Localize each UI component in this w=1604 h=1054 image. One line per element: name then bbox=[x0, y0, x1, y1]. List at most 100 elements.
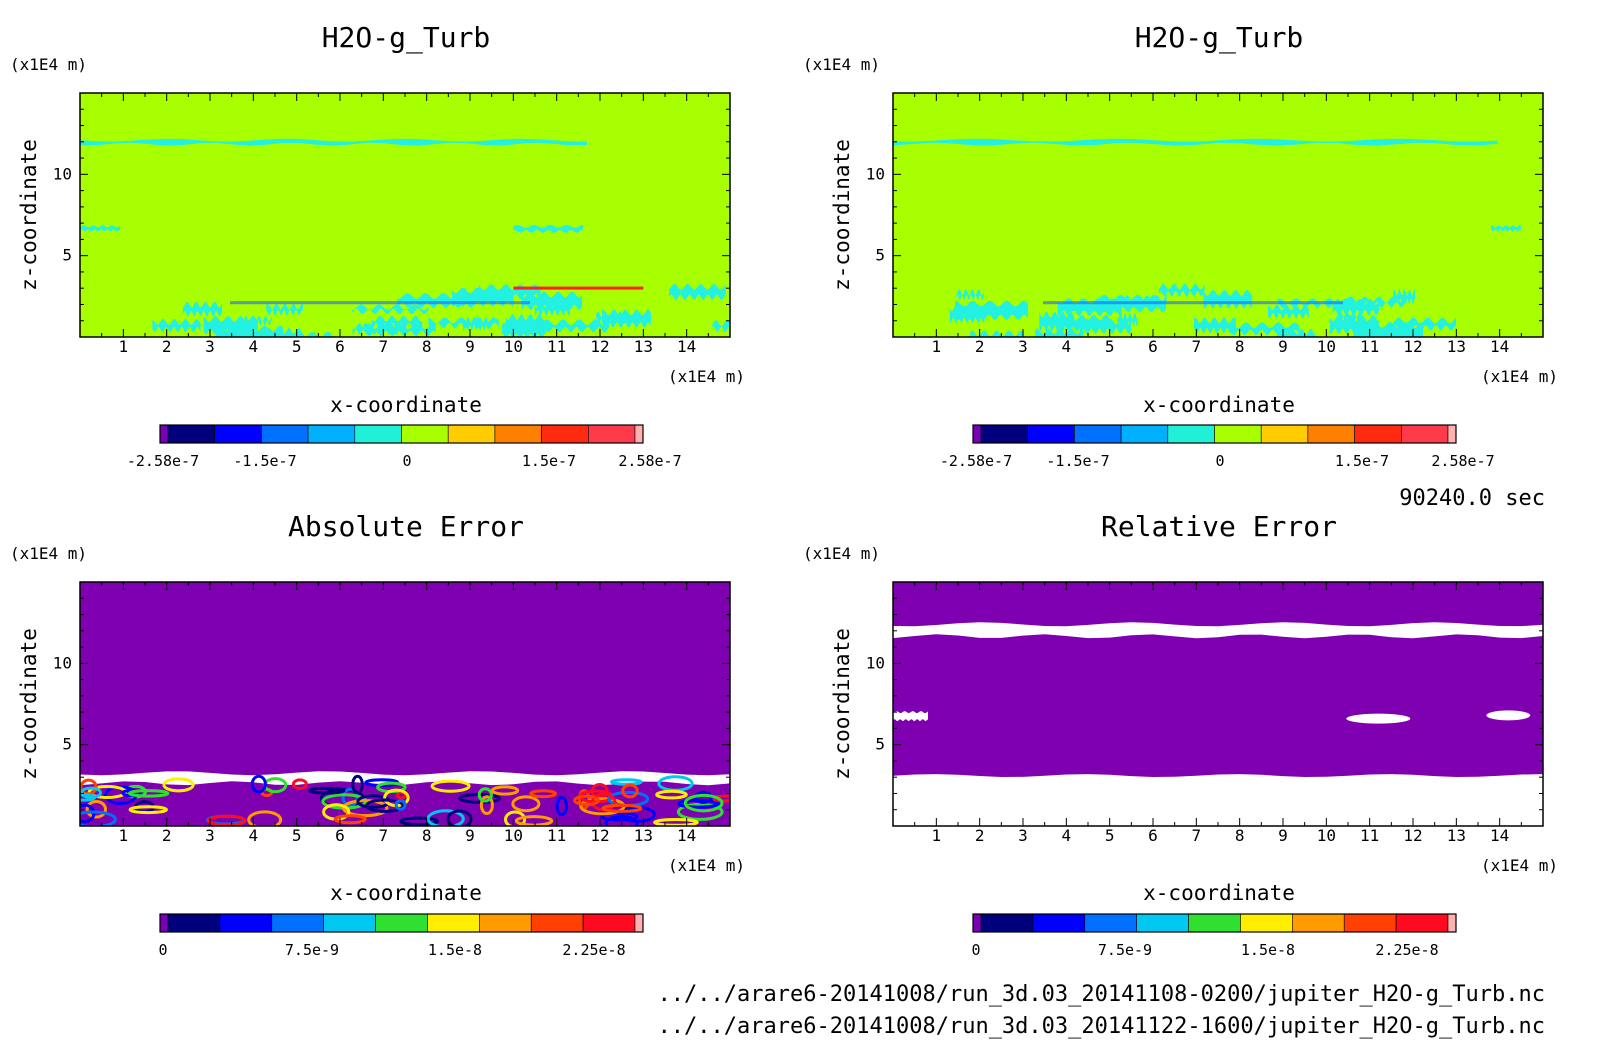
error-contour bbox=[291, 778, 308, 790]
x-tick-label: 3 bbox=[1018, 826, 1028, 845]
x-tick-label: 8 bbox=[1235, 337, 1245, 356]
turbulent-eddy bbox=[1194, 317, 1236, 334]
x-tick-label: 14 bbox=[1490, 337, 1509, 356]
heatmap-field bbox=[893, 582, 1543, 826]
colorbar-label: 2.25e-8 bbox=[562, 941, 625, 959]
colorbar-segment bbox=[1401, 424, 1449, 444]
turbulent-eddy bbox=[1117, 313, 1138, 327]
z-unit-label: (x1E4 m) bbox=[10, 55, 87, 74]
colorbar-label: -2.58e-7 bbox=[127, 452, 199, 470]
colorbar-segment bbox=[479, 913, 532, 933]
colorbar-segment bbox=[1136, 913, 1189, 933]
masked-strip bbox=[80, 771, 730, 786]
file-path-1: ../../arare6-20141008/run_3d.03_20141108… bbox=[658, 982, 1545, 1007]
error-contour bbox=[207, 814, 247, 826]
x-tick-label: 11 bbox=[547, 826, 566, 845]
colorbar-segment bbox=[1032, 913, 1086, 933]
error-contour bbox=[80, 786, 102, 799]
colorbar-segment bbox=[1343, 913, 1397, 933]
colorbar-segment bbox=[167, 424, 216, 444]
colorbar-segment bbox=[1188, 913, 1241, 933]
red-streak bbox=[513, 286, 644, 290]
error-contour bbox=[247, 810, 283, 826]
error-contour bbox=[601, 803, 643, 813]
colorbar-label: 0 bbox=[158, 941, 167, 959]
colorbar-segment bbox=[1354, 424, 1402, 444]
turbulent-eddy bbox=[182, 301, 222, 317]
error-contour bbox=[529, 789, 557, 799]
turbulent-eddy bbox=[351, 304, 429, 315]
error-contour bbox=[504, 810, 527, 826]
z-unit-label: (x1E4 m) bbox=[803, 544, 880, 563]
turbulent-eddy bbox=[955, 289, 984, 301]
turbulent-eddy bbox=[1393, 289, 1415, 305]
x-tick-label: 13 bbox=[1447, 826, 1466, 845]
x-tick-label: 4 bbox=[1062, 337, 1072, 356]
colorbar-segment bbox=[972, 424, 982, 444]
colorbar bbox=[972, 424, 1457, 444]
colorbar-segment bbox=[307, 424, 356, 444]
mid-streak bbox=[80, 225, 120, 232]
colorbar-label: -1.5e-7 bbox=[1046, 452, 1109, 470]
z-unit-label: (x1E4 m) bbox=[803, 55, 880, 74]
error-contour bbox=[514, 815, 554, 826]
x-tick-label: 8 bbox=[422, 337, 432, 356]
colorbar-segment bbox=[159, 913, 169, 933]
error-contour bbox=[127, 789, 170, 798]
panel-title: H2O-g_Turb bbox=[1135, 21, 1304, 55]
error-contour bbox=[333, 814, 367, 825]
mid-streak bbox=[513, 224, 584, 233]
x-tick-label: 6 bbox=[1148, 337, 1158, 356]
x-tick-label: 3 bbox=[205, 826, 215, 845]
x-tick-label: 7 bbox=[379, 826, 389, 845]
panel-top-right: H2O-g_Turb (x1E4 m) 1 2 3 4 5 6 7 8 9 10 11 12 13 145… bbox=[803, 21, 1558, 470]
colorbar-segment bbox=[494, 424, 542, 444]
x-tick-label: 5 bbox=[292, 337, 302, 356]
colorbar bbox=[159, 424, 644, 444]
x-axis-label: x-coordinate bbox=[330, 881, 482, 905]
turbulent-eddy bbox=[712, 320, 730, 333]
x-tick-label: 9 bbox=[465, 826, 475, 845]
y-tick-label: 10 bbox=[53, 653, 72, 672]
colorbar-segment bbox=[447, 424, 496, 444]
panel-bottom-left: Absolute Error (x1E4 m) 1 2 3 4 5 6 7 8 9 10 11 12 1… bbox=[10, 510, 745, 959]
x-tick-label: 12 bbox=[1403, 337, 1422, 356]
error-contour bbox=[600, 811, 639, 822]
error-contour bbox=[426, 809, 465, 826]
colorbar-segment bbox=[323, 913, 376, 933]
turbulent-eddy bbox=[371, 315, 423, 329]
turbulent-eddy bbox=[1393, 317, 1457, 331]
y-tick-label: 5 bbox=[62, 246, 72, 265]
error-contour bbox=[490, 785, 520, 796]
error-contour bbox=[80, 810, 117, 826]
masked-region bbox=[893, 774, 1543, 826]
error-contour bbox=[477, 787, 493, 803]
masked-streak bbox=[1346, 713, 1411, 724]
x-tick-label: 14 bbox=[677, 337, 696, 356]
masked-streak bbox=[1486, 710, 1531, 721]
error-contour bbox=[80, 793, 97, 802]
colorbar-tick-labels: 0 7.5e-9 1.5e-8 2.25e-8 bbox=[158, 941, 625, 959]
y-axis-label: z-coordinate bbox=[17, 139, 41, 291]
colorbar-segment bbox=[587, 424, 636, 444]
turbulent-eddy bbox=[1035, 328, 1084, 337]
x-tick-label: 11 bbox=[1360, 826, 1379, 845]
turbulent-eddy bbox=[152, 319, 201, 333]
error-contour bbox=[621, 783, 639, 799]
error-contour bbox=[604, 815, 639, 826]
x-tick-label: 8 bbox=[1235, 826, 1245, 845]
x-axis-label: x-coordinate bbox=[1143, 393, 1295, 417]
y-tick-label: 5 bbox=[875, 735, 885, 754]
colorbar-segment bbox=[1027, 424, 1075, 444]
x-tick-label: 8 bbox=[422, 826, 432, 845]
x-tick-label: 1 bbox=[119, 826, 129, 845]
y-axis-label: z-coordinate bbox=[17, 628, 41, 780]
colorbar bbox=[159, 913, 644, 933]
colorbar-label: 0 bbox=[402, 452, 411, 470]
x-tick-label: 1 bbox=[932, 826, 942, 845]
error-contour bbox=[351, 774, 364, 795]
colorbar-segment bbox=[427, 913, 480, 933]
colorbar-frame bbox=[159, 913, 644, 933]
